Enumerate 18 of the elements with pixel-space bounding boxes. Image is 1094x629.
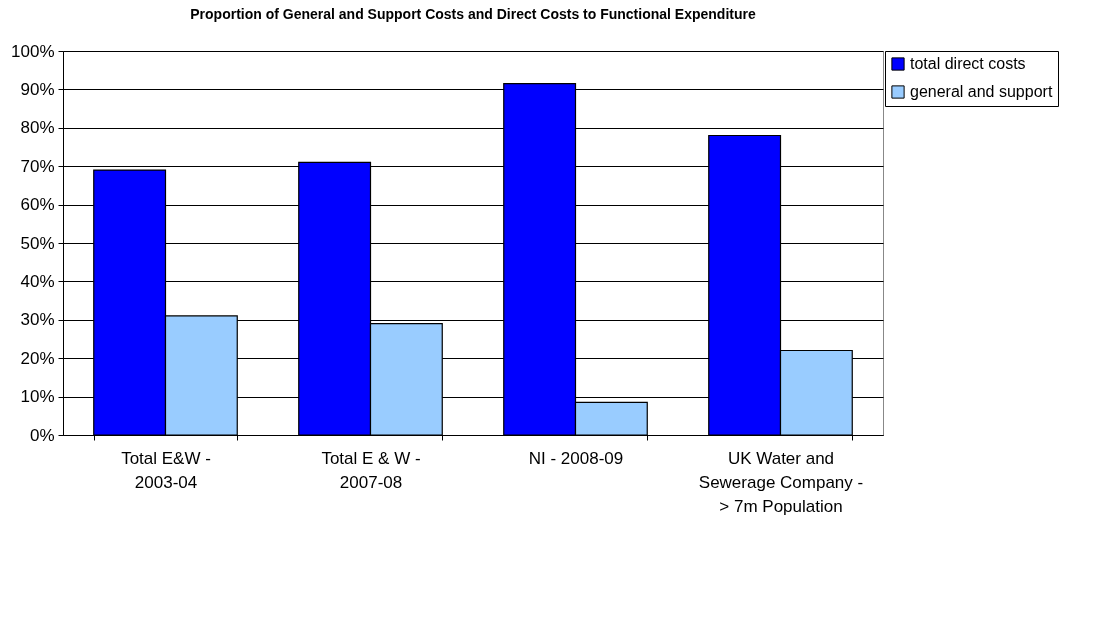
y-tick-label: 80% — [20, 118, 55, 138]
y-tick-label: 60% — [20, 195, 55, 215]
y-tick-label: 0% — [29, 425, 55, 445]
legend-label: total direct costs — [910, 55, 1026, 72]
x-tick-label: NI - 2008-09 — [528, 448, 624, 468]
x-tick-label: Total E & W - 2007-08 — [321, 448, 421, 492]
y-tick-label: 10% — [20, 387, 55, 407]
y-tick-label: 50% — [20, 233, 55, 253]
legend-label: general and support — [910, 83, 1053, 100]
x-tick-label: UK Water and Sewerage Company - > 7m Population — [698, 448, 864, 516]
y-tick-label: 40% — [20, 271, 55, 291]
y-tick-label: 20% — [20, 348, 55, 368]
y-tick-label: 70% — [20, 156, 55, 176]
chart-title: Proportion of General and Support Costs and Direct Costs to Functional Expenditure — [190, 6, 756, 22]
y-tick-label: 90% — [20, 79, 55, 99]
y-tick-label: 30% — [20, 310, 55, 330]
y-tick-label: 100% — [11, 41, 55, 61]
x-tick-label: Total E&W - 2003-04 — [121, 448, 211, 492]
